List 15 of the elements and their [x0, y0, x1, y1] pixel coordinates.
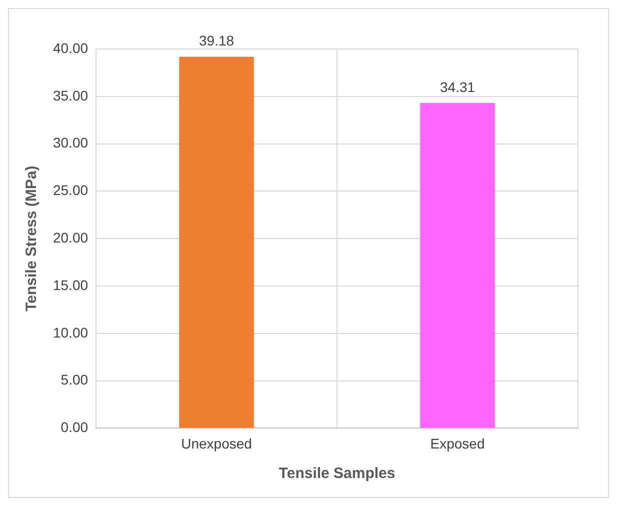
y-tick-label: 40.00: [52, 40, 88, 56]
y-tick-label: 15.00: [52, 276, 88, 293]
y-axis-title: Tensile Stress (MPa): [23, 166, 40, 312]
x-tick-label: Exposed: [430, 435, 485, 452]
x-tick-label: Unexposed: [181, 435, 252, 452]
y-tick-label: 20.00: [52, 229, 88, 246]
data-label: 34.31: [440, 78, 476, 95]
x-axis-title: Tensile Samples: [278, 465, 396, 482]
y-tick-label: 25.00: [52, 182, 88, 198]
y-tick-label: 10.00: [52, 324, 88, 340]
y-tick-label: 30.00: [52, 134, 88, 151]
data-label: 39.18: [199, 32, 234, 49]
y-tick-label: 0.00: [60, 419, 88, 436]
y-tick-label: 35.00: [52, 87, 88, 104]
y-tick-label: 5.00: [60, 372, 88, 388]
